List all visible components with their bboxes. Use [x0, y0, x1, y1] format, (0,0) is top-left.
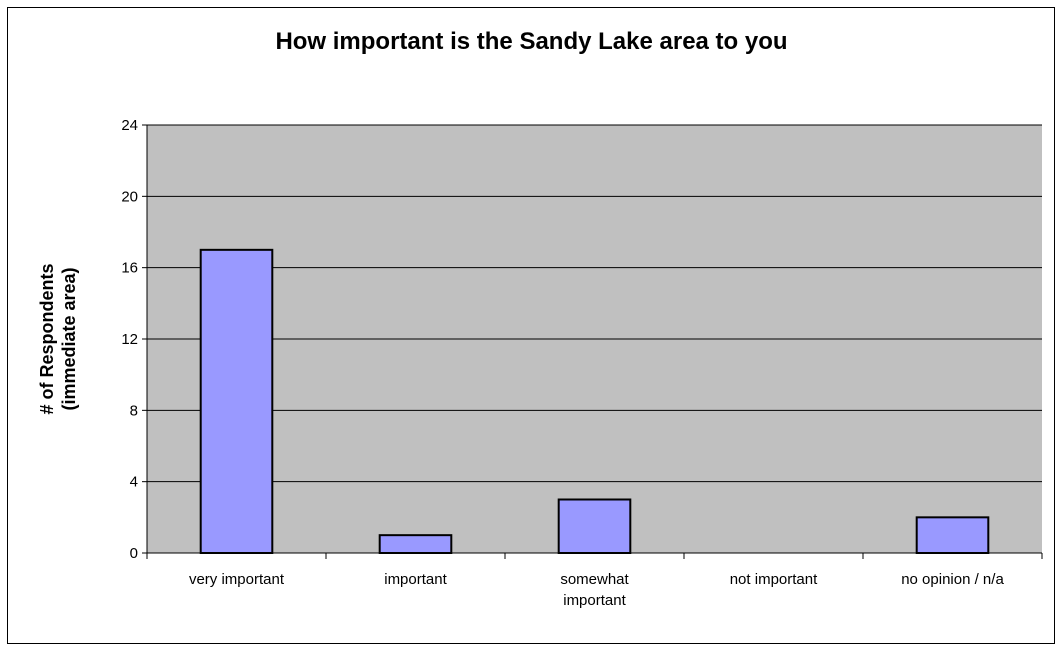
- chart-title: How important is the Sandy Lake area to …: [275, 28, 788, 55]
- x-category-label-line: important: [563, 592, 626, 609]
- y-axis-title-line-2: (immediate area): [59, 267, 79, 410]
- x-category-labels: very important important somewhat important…: [189, 571, 1004, 609]
- x-category-label: very important: [189, 571, 285, 588]
- bars: [199, 248, 990, 555]
- axes: [142, 124, 1043, 559]
- y-tick-labels: 0 4 8 12 16 20 24: [121, 117, 138, 562]
- bar: [557, 498, 632, 554]
- y-tick-label: 4: [130, 474, 138, 491]
- y-tick-label: 12: [121, 331, 138, 348]
- y-tick-label: 20: [121, 188, 138, 205]
- x-category-label: important: [384, 571, 447, 588]
- bar: [199, 248, 274, 554]
- x-category-label-line: no opinion / n/a: [901, 571, 1004, 588]
- x-category-label-line: somewhat: [560, 571, 629, 588]
- y-tick-label: 0: [130, 545, 138, 562]
- gridlines: [147, 124, 1042, 483]
- y-axis-title: # of Respondents (immediate area): [37, 263, 79, 414]
- x-category-label-line: very important: [189, 571, 285, 588]
- x-category-label-line: not important: [730, 571, 818, 588]
- x-category-label: somewhat important: [560, 571, 629, 609]
- y-axis-title-line-1: # of Respondents: [37, 263, 57, 414]
- y-tick-label: 16: [121, 260, 138, 277]
- y-tick-label: 24: [121, 117, 138, 134]
- bar: [915, 516, 990, 554]
- x-category-label: not important: [730, 571, 818, 588]
- y-tick-label: 8: [130, 402, 138, 419]
- x-category-label-line: important: [384, 571, 447, 588]
- bar: [378, 534, 453, 555]
- x-category-label: no opinion / n/a: [901, 571, 1004, 588]
